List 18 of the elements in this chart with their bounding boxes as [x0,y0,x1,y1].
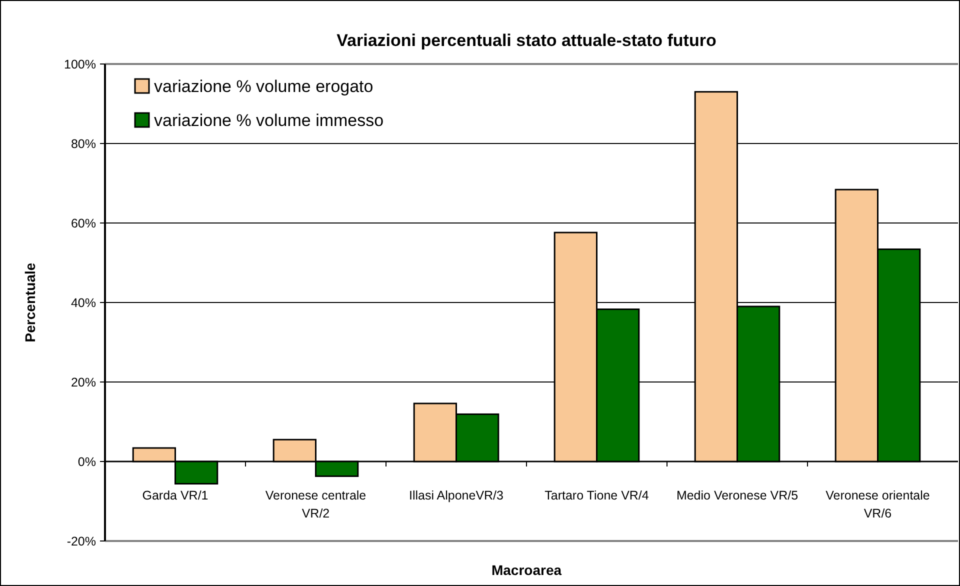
x-tick-label: Veronese centrale VR/2 [265,488,366,520]
y-tick-label: 20% [70,375,96,390]
y-tick-label: -20% [66,534,96,548]
x-tick-label: Garda VR/1 [142,488,208,502]
x-axis-title: Macroarea [491,562,562,578]
chart-title: Variazioni percentuali stato attuale-stato futuro [336,31,716,50]
y-tick-label: 100% [64,57,96,72]
x-tick-label: Medio Veronese VR/5 [676,488,798,502]
y-tick-label: 60% [70,216,96,230]
y-tick-label: 80% [70,136,96,151]
legend-label: variazione % volume immesso [154,110,384,130]
x-tick-label: Veronese orientale VR/6 [826,488,930,520]
x-tick-label: Tartaro Tione VR/4 [544,488,649,502]
legend-label: variazione % volume erogato [154,76,374,96]
y-tick-label: 40% [70,296,96,310]
x-tick-label: Illasi AlponeVR/3 [408,488,504,502]
y-axis-title: Percentuale [22,262,38,342]
y-tick-label: 0% [78,454,96,469]
